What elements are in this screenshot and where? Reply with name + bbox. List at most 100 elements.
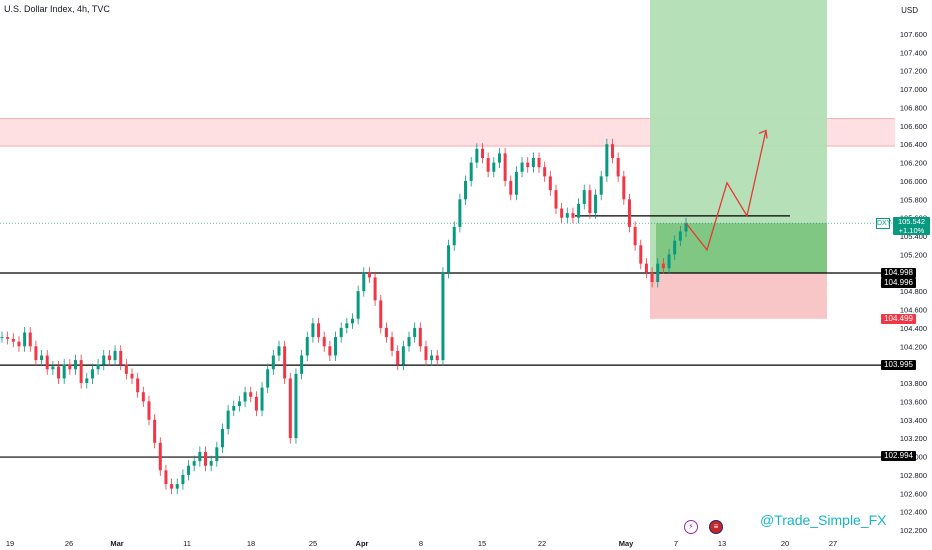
candle (599, 170, 603, 201)
candle (204, 446, 208, 472)
candle (396, 345, 400, 371)
candle (543, 161, 547, 182)
candle-body (565, 213, 569, 218)
time-tick-label: 11 (183, 539, 191, 548)
time-tick-label: 13 (718, 539, 726, 548)
candle-body (594, 194, 598, 214)
candle-body (305, 337, 309, 356)
candle (17, 336, 21, 352)
candle-body (147, 401, 151, 420)
candle-body (497, 153, 501, 163)
candle-body (362, 272, 366, 292)
candle (175, 478, 179, 495)
candle-body (6, 337, 10, 339)
level-tag: 104.996 (881, 278, 916, 288)
candle-body (667, 254, 671, 269)
candle (582, 184, 586, 210)
price-tick-label: 107.200 (900, 67, 927, 76)
candle (102, 349, 106, 371)
candle-body (622, 176, 626, 200)
candle (45, 349, 49, 375)
candle-body (633, 226, 637, 246)
candle (271, 349, 275, 375)
candle-body (40, 355, 44, 361)
candle (147, 395, 151, 426)
candle (317, 317, 321, 343)
lightning-icon[interactable]: ⚡ (684, 520, 698, 534)
candle (34, 340, 38, 366)
candle (119, 345, 123, 371)
time-tick-label: 26 (65, 539, 73, 548)
candle-body (345, 323, 349, 328)
candle (187, 460, 191, 481)
candle (503, 147, 507, 187)
candle (356, 285, 360, 325)
profit-zone (656, 223, 827, 273)
candle (565, 207, 569, 224)
candle-body (492, 162, 496, 172)
candle (107, 349, 111, 366)
candle-body (452, 226, 456, 246)
level-tag: 103.995 (881, 360, 916, 370)
level-tag: 102.994 (881, 451, 916, 461)
candle (311, 317, 315, 343)
candle (367, 267, 371, 283)
candle-body (283, 346, 287, 379)
candle-body (198, 451, 202, 462)
us-flag-icon[interactable]: ≡ (709, 520, 723, 534)
price-tick-label: 102.200 (900, 526, 927, 535)
candle-body (661, 263, 665, 269)
candle (11, 333, 15, 348)
candle (424, 340, 428, 366)
candle (622, 170, 626, 205)
candle-body (531, 158, 535, 168)
candle-body (390, 337, 394, 351)
candle-body (192, 461, 196, 466)
candle (469, 157, 473, 187)
price-tick-label: 104.800 (900, 287, 927, 296)
candle-body (266, 369, 270, 388)
candle-body (577, 203, 581, 218)
candle (345, 317, 349, 334)
candle (334, 331, 338, 361)
candle-body (311, 323, 315, 338)
candle-body (79, 360, 83, 384)
candle (170, 478, 174, 495)
time-tick-label: 20 (781, 539, 789, 548)
symbol-tag: DXY (876, 218, 892, 229)
candle-body (23, 332, 27, 347)
candle-body (220, 428, 224, 448)
candle (243, 386, 247, 407)
candle (418, 322, 422, 352)
candle (260, 382, 264, 417)
candle-body (294, 373, 298, 439)
candle-body (486, 158, 490, 172)
candle-body (187, 465, 191, 475)
candle (441, 267, 445, 366)
price-tick-label: 107.400 (900, 48, 927, 57)
candle (384, 322, 388, 343)
candle-body (684, 223, 688, 232)
price-tick-label: 106.800 (900, 103, 927, 112)
candle (537, 152, 541, 173)
time-tick-label: 18 (247, 539, 255, 548)
candle-body (11, 338, 15, 342)
candle (294, 368, 298, 444)
candle-body (226, 410, 230, 429)
candle-body (322, 337, 326, 347)
candle-body (520, 162, 524, 172)
time-tick-label: 27 (829, 539, 837, 548)
price-tick-label: 104.200 (900, 342, 927, 351)
candle (531, 152, 535, 173)
candle (277, 340, 281, 361)
candle (28, 327, 32, 352)
candle (492, 157, 496, 178)
chart-title: U.S. Dollar Index, 4h, TVC (4, 4, 110, 14)
candle (430, 349, 434, 366)
candle (447, 239, 451, 279)
candle-body (124, 364, 128, 374)
candle (40, 349, 44, 366)
candle-body (396, 350, 400, 365)
candle-body (475, 148, 479, 163)
